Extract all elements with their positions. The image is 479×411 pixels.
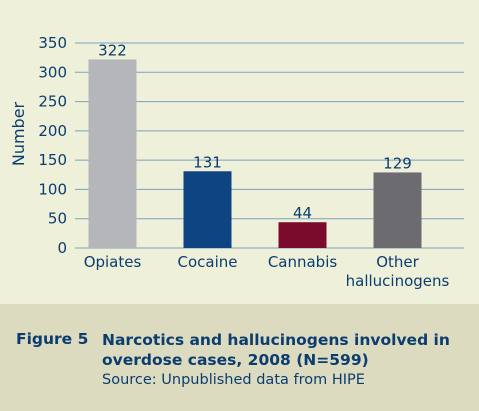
value-label: 131: [193, 153, 222, 171]
figure-source: Source: Unpublished data from HIPE: [102, 372, 365, 388]
figure-title: Narcotics and hallucinogens involved in …: [102, 331, 450, 369]
category-label: Cannabis: [268, 253, 338, 271]
y-tick-label: 100: [38, 180, 67, 198]
bar-chart: Number 0 50 100 150 200 250 300 350 322 131 44 129…: [9, 34, 464, 290]
y-tick-label: 350: [38, 34, 67, 52]
category-label: Cocaine: [178, 253, 238, 271]
figure-caption: Figure 5 Narcotics and hallucinogens inv…: [0, 304, 479, 411]
y-tick-label: 200: [38, 122, 67, 140]
bar: [373, 172, 422, 248]
value-label: 129: [383, 154, 412, 172]
gridlines: [75, 42, 464, 249]
y-tick-label: 50: [48, 210, 67, 228]
value-label: 322: [98, 41, 127, 59]
y-axis-title: Number: [9, 101, 28, 166]
y-tick-label: 250: [38, 93, 67, 111]
bar: [88, 59, 137, 249]
bars: [88, 59, 422, 249]
bar: [278, 222, 327, 248]
category-label: Other: [376, 253, 419, 271]
y-tick-label: 150: [38, 151, 67, 169]
chart-area: Number 0 50 100 150 200 250 300 350 322 131 44 129…: [9, 34, 464, 290]
y-tick-label: 0: [57, 239, 67, 257]
value-labels: 322 131 44 129: [98, 41, 412, 222]
category-label: Opiates: [84, 253, 142, 271]
y-tick-label: 300: [38, 63, 67, 81]
bar: [183, 171, 232, 248]
value-label: 44: [293, 204, 312, 222]
y-axis-ticks: 0 50 100 150 200 250 300 350: [38, 34, 67, 257]
category-label: hallucinogens: [346, 272, 450, 290]
figure-label: Figure 5: [16, 330, 89, 348]
